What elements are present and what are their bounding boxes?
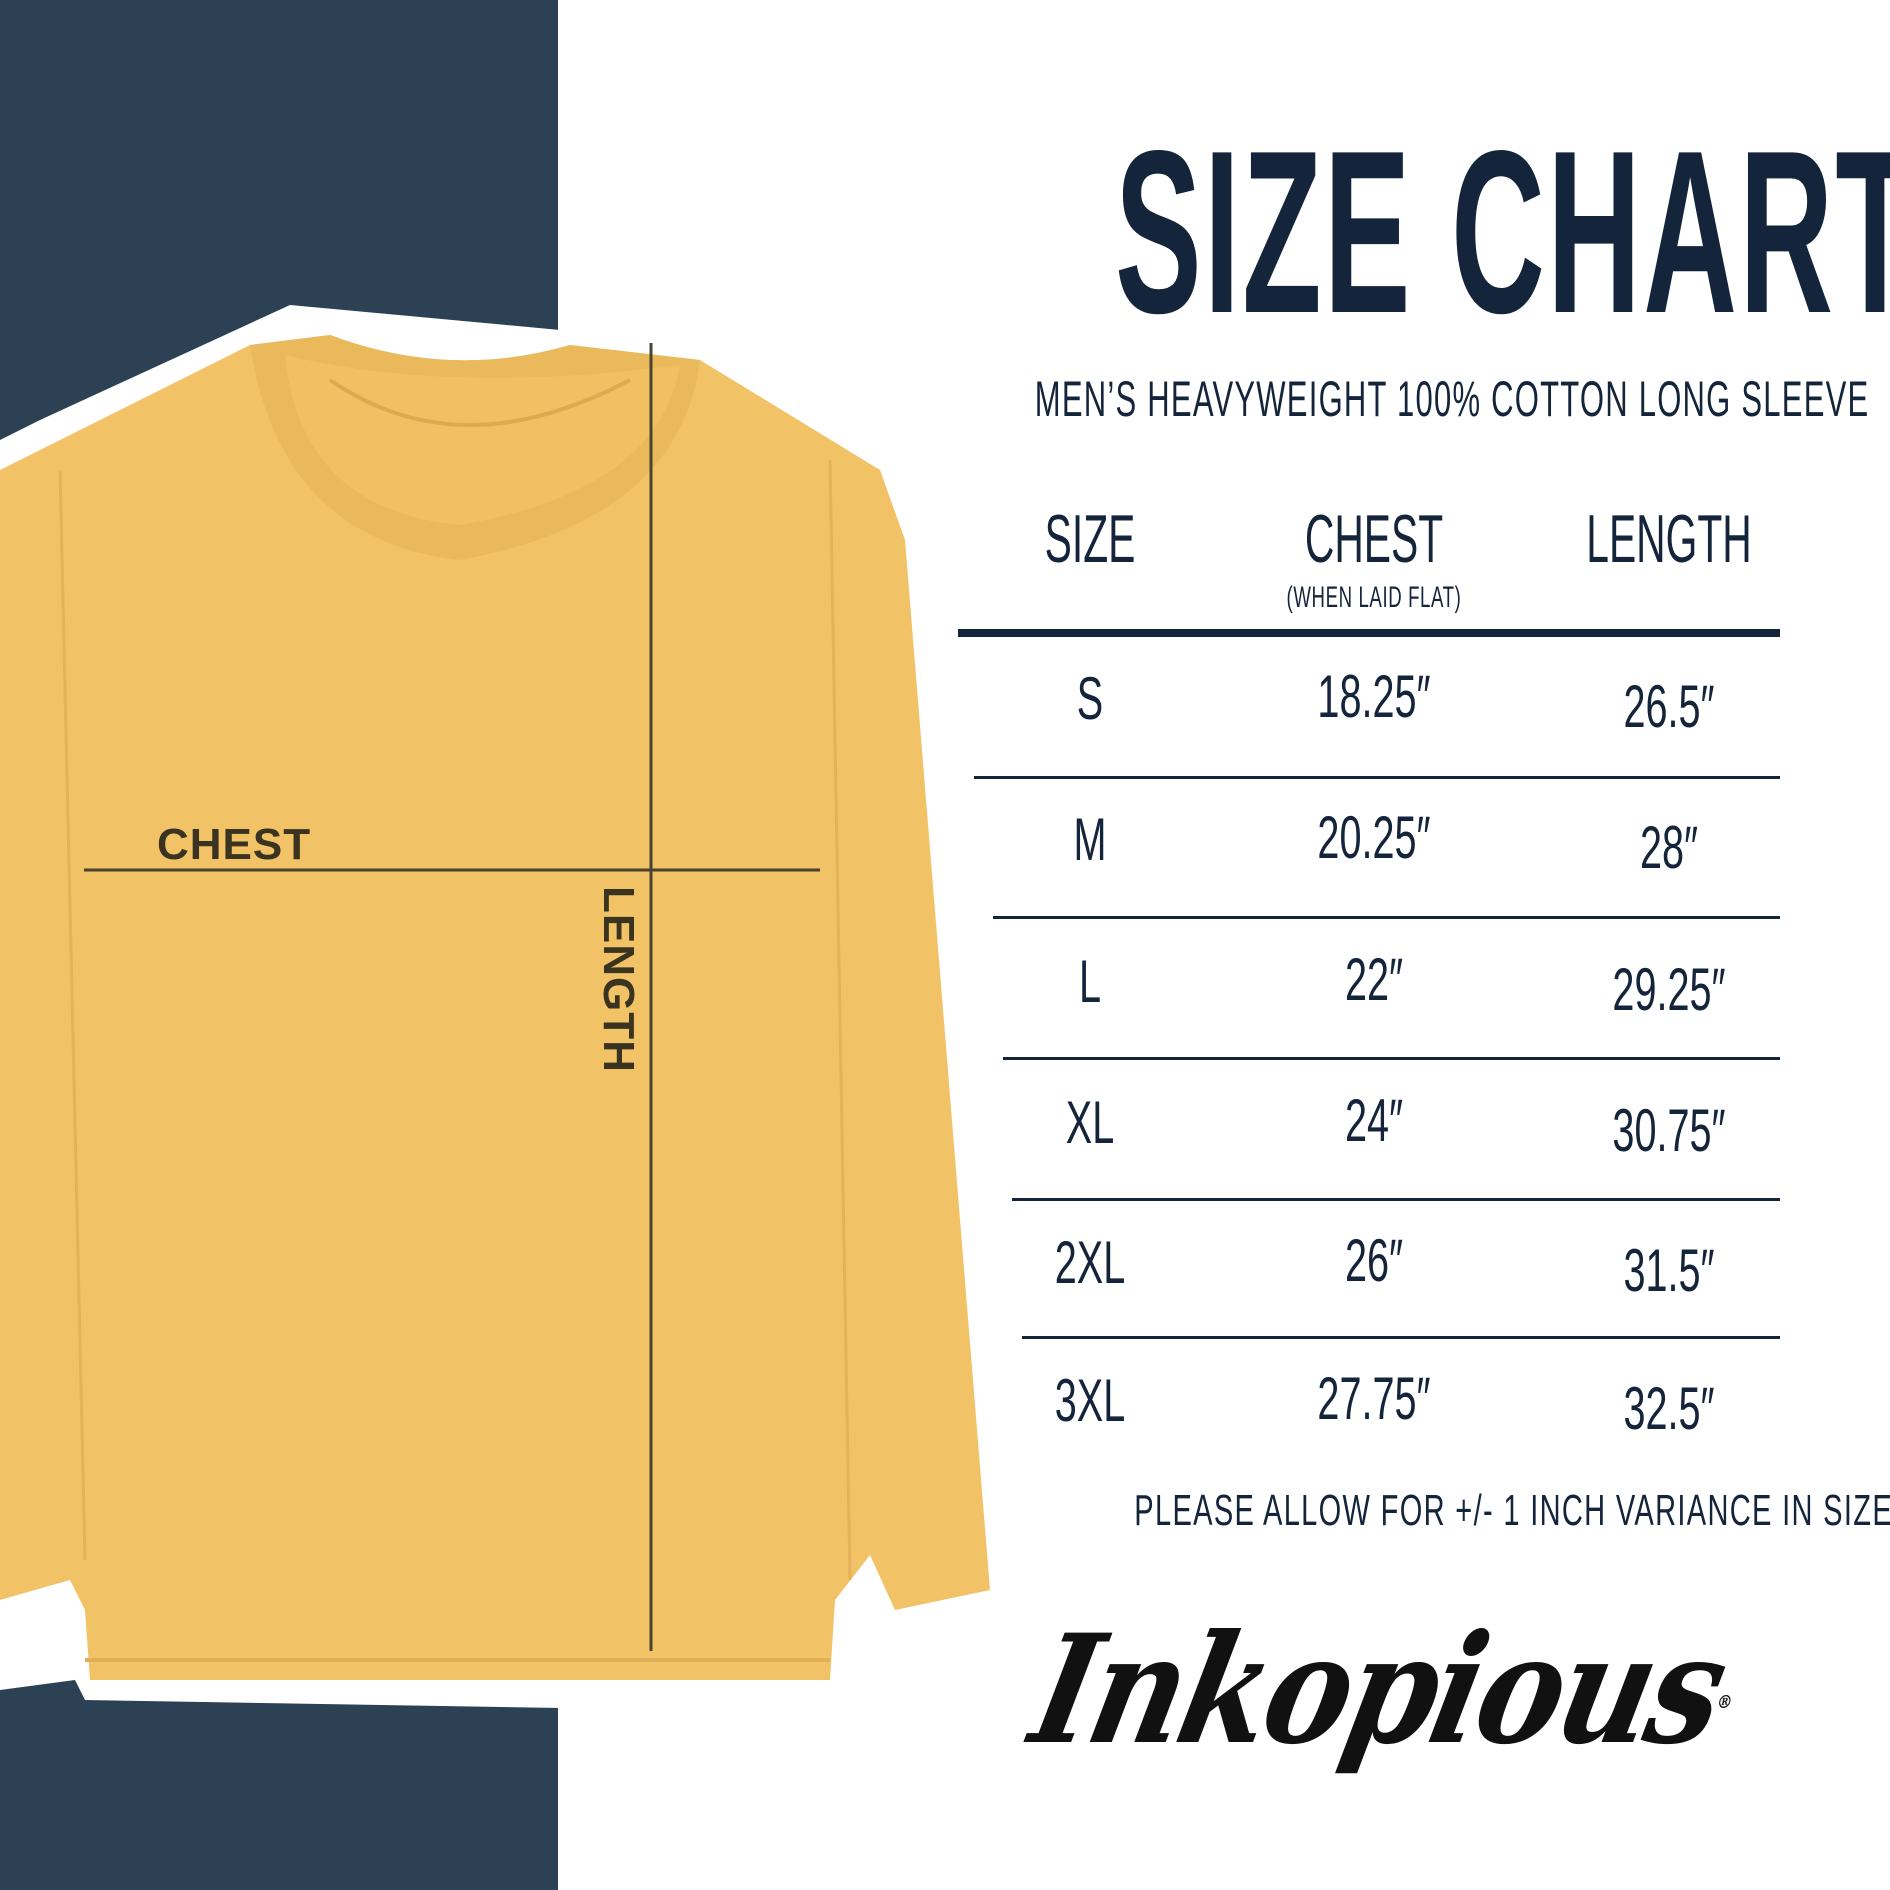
- row-divider: [1012, 1198, 1780, 1201]
- page-title: SIZE CHART: [1115, 103, 1890, 362]
- row-divider: [1003, 1057, 1780, 1060]
- row-chest-cell: 27.75″: [1317, 1365, 1431, 1432]
- row-length-cell: 31.5″: [1623, 1237, 1715, 1304]
- row-length-cell: 32.5″: [1623, 1375, 1715, 1442]
- row-size-cell: S: [1076, 665, 1104, 732]
- row-length-cell: 28″: [1639, 814, 1699, 881]
- row-chest-cell: 18.25″: [1317, 663, 1431, 730]
- row-length-cell: 29.25″: [1612, 956, 1726, 1023]
- header-length: LENGTH: [1586, 501, 1752, 577]
- row-size-cell: 3XL: [1054, 1367, 1126, 1434]
- variance-note: PLEASE ALLOW FOR +/- 1 INCH VARIANCE IN …: [1134, 1486, 1890, 1535]
- row-chest-cell: 26″: [1344, 1227, 1404, 1294]
- subtitle: MEN’S HEAVYWEIGHT 100% COTTON LONG SLEEV…: [1034, 371, 1870, 427]
- row-chest-cell: 20.25″: [1317, 804, 1431, 871]
- row-divider: [974, 776, 1780, 779]
- row-chest-cell: 24″: [1344, 1087, 1404, 1154]
- row-divider: [1022, 1336, 1780, 1339]
- row-size-cell: XL: [1065, 1089, 1115, 1156]
- logo-text: Inkopious: [1018, 1602, 1739, 1778]
- inkopious-logo: Inkopious®: [1015, 1600, 1750, 1793]
- header-divider: [958, 629, 1780, 637]
- row-size-cell: 2XL: [1054, 1229, 1126, 1296]
- row-divider: [993, 916, 1780, 919]
- row-size-cell: L: [1078, 948, 1102, 1015]
- length-diagram-label: LENGTH: [594, 886, 643, 1073]
- header-chest-note: (WHEN LAID FLAT): [1286, 581, 1462, 614]
- row-length-cell: 30.75″: [1612, 1097, 1726, 1164]
- header-size: SIZE: [1044, 501, 1136, 577]
- header-chest: CHEST: [1304, 501, 1444, 577]
- row-length-cell: 26.5″: [1623, 673, 1715, 740]
- row-chest-cell: 22″: [1344, 946, 1404, 1013]
- row-size-cell: M: [1073, 806, 1107, 873]
- chest-diagram-label: CHEST: [157, 820, 312, 869]
